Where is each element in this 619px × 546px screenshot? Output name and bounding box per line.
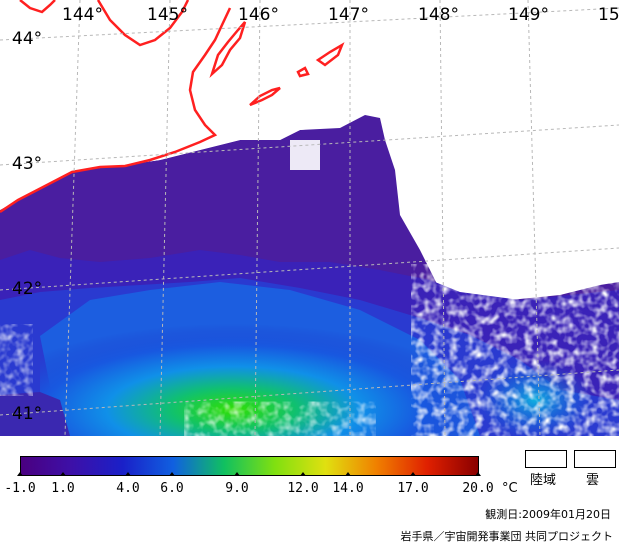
scale-label: 9.0 [225,481,249,496]
scale-label: 6.0 [160,481,184,496]
scale-tick [475,472,481,476]
scale-label: 20.0 [462,481,494,496]
scale-label: -1.0 [4,481,36,496]
scale-tick [300,472,306,476]
scale-label: 4.0 [116,481,140,496]
longitude-label: 149° [508,5,549,25]
scale-tick [234,472,240,476]
scale-label: 14.0 [332,481,364,496]
credit-text: 岩手県／宇宙開発事業団 共同プロジェクト [400,530,614,543]
cloud-key-box [574,450,616,468]
land-key-label: 陸域 [530,473,557,488]
scale-tick [345,472,351,476]
temperature-color-scale [20,456,479,476]
land-key-box [525,450,567,468]
scale-tick [410,472,416,476]
scale-label: 1.0 [51,481,75,496]
coastline [0,0,345,214]
scale-tick [60,472,66,476]
graticule [0,0,619,436]
longitude-label: 147° [328,5,369,25]
cloud-cover [0,140,619,436]
longitude-label: 145° [147,5,188,25]
cloud-key-label: 雲 [586,473,600,488]
scale-label: 12.0 [287,481,319,496]
unit-label: °C [502,481,518,496]
latitude-label: 41° [12,404,42,424]
longitude-label: 148° [418,5,459,25]
scale-tick [169,472,175,476]
latitude-label: 43° [12,154,42,174]
scale-tick [125,472,131,476]
sea-surface-temperature-map: 144° 145° 146° 147° 148° 149° 15 44° 43°… [0,0,619,436]
longitude-label: 144° [62,5,103,25]
latitude-label: 44° [12,29,42,49]
scale-label: 17.0 [397,481,429,496]
legend: -1.0 1.0 4.0 6.0 9.0 12.0 14.0 17.0 20.0… [0,436,619,546]
longitude-label: 15 [598,5,619,25]
observation-date: 観測日:2009年01月20日 [485,508,611,521]
scale-tick [17,472,23,476]
longitude-label: 146° [238,5,279,25]
latitude-label: 42° [12,279,42,299]
